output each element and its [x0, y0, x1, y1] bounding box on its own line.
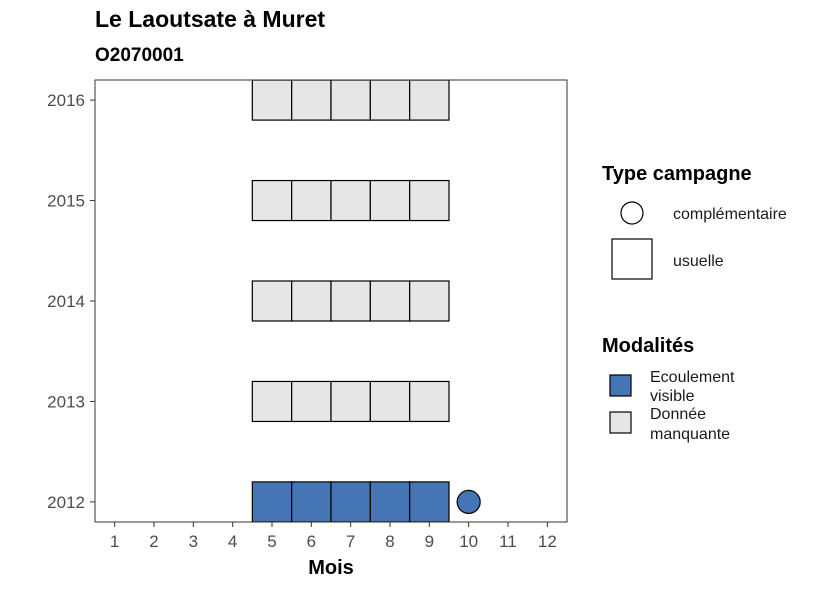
point-square-2015-6 — [291, 179, 332, 222]
point-square-2016-7 — [330, 79, 371, 121]
legend-fill-title: Modalités — [602, 335, 694, 357]
point-circle-2012-10 — [456, 489, 481, 515]
point-square-2016-6 — [291, 79, 332, 121]
legend-ecoulement-label-line2: visible — [650, 388, 695, 405]
point-square-2014-5 — [251, 280, 293, 322]
x-tick-label-8: 8 — [385, 532, 394, 551]
point-square-2012-9 — [409, 481, 450, 523]
point-square-2012-5 — [251, 481, 293, 523]
x-tick-label-7: 7 — [346, 532, 355, 551]
x-tick-label-3: 3 — [189, 532, 198, 551]
point-square-2016-5 — [251, 79, 293, 121]
point-square-2015-7 — [330, 179, 371, 222]
legend-ecoulement-key — [609, 374, 632, 397]
x-tick-label-10: 10 — [459, 532, 478, 551]
x-axis: 1 2 3 4 5 6 7 8 9 10 11 12 — [110, 522, 557, 551]
point-square-2015-8 — [369, 179, 411, 222]
y-tick-label-2013: 2013 — [47, 392, 85, 411]
x-axis-title: Mois — [308, 557, 354, 579]
y-tick-label-2012: 2012 — [47, 493, 85, 512]
point-square-2013-6 — [291, 380, 332, 423]
legend-shape-title: Type campagne — [602, 163, 752, 185]
point-square-2012-8 — [369, 481, 411, 523]
legend-manquante-label-line2: manquante — [650, 426, 730, 443]
chart-marks — [251, 79, 481, 523]
y-axis: 2012 2013 2014 2015 2016 — [47, 91, 95, 512]
legend-circle-key — [620, 201, 644, 225]
y-tick-label-2014: 2014 — [47, 292, 85, 311]
y-tick-label-2015: 2015 — [47, 192, 85, 211]
point-square-2013-8 — [369, 380, 411, 423]
y-tick-label-2016: 2016 — [47, 91, 85, 110]
x-tick-label-2: 2 — [149, 532, 158, 551]
legend-fill: Modalités Ecoulement visible Donnée manq… — [602, 335, 735, 443]
x-tick-label-11: 11 — [499, 532, 517, 551]
point-square-2015-5 — [251, 179, 293, 222]
point-square-2014-6 — [291, 280, 332, 322]
point-square-2012-7 — [330, 481, 371, 523]
point-square-2016-8 — [369, 79, 411, 121]
x-tick-label-5: 5 — [267, 532, 276, 551]
point-square-2014-9 — [409, 280, 450, 322]
point-square-2013-7 — [330, 380, 371, 423]
chart-title: Le Laoutsate à Muret — [95, 6, 326, 32]
x-tick-label-6: 6 — [307, 532, 316, 551]
legend-circle-label: complémentaire — [673, 206, 787, 223]
x-tick-label-9: 9 — [425, 532, 434, 551]
point-square-2015-9 — [409, 179, 450, 222]
legend-square-label: usuelle — [673, 253, 724, 270]
x-tick-label-12: 12 — [538, 532, 557, 551]
point-square-2013-5 — [251, 380, 293, 423]
x-tick-label-1: 1 — [110, 532, 119, 551]
point-square-2013-9 — [409, 380, 450, 423]
point-square-2016-9 — [409, 79, 450, 121]
point-square-2014-7 — [330, 280, 371, 322]
point-square-2014-8 — [369, 280, 411, 322]
point-square-2012-6 — [291, 481, 332, 523]
legend-ecoulement-label-line1: Ecoulement — [650, 369, 735, 386]
x-tick-label-4: 4 — [228, 532, 237, 551]
legend-square-key — [611, 238, 653, 280]
legend-shape: Type campagne complémentaire usuelle — [602, 163, 787, 280]
chart-subtitle: O2070001 — [95, 45, 184, 66]
legend-manquante-label-line1: Donnée — [650, 406, 706, 423]
legend-manquante-key — [609, 411, 632, 434]
